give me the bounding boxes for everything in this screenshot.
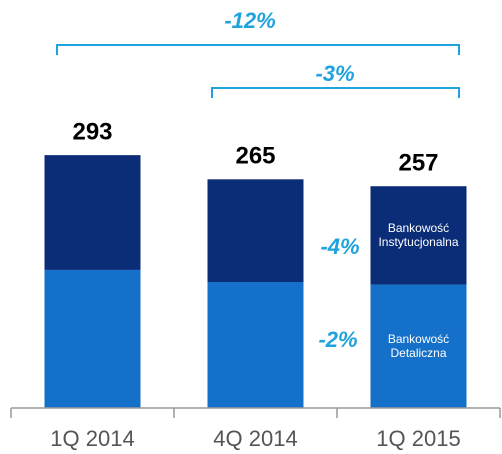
bar-segment bbox=[207, 179, 304, 283]
total-label: 257 bbox=[398, 150, 438, 177]
x-tick-label: 1Q 2015 bbox=[376, 426, 460, 451]
x-tick-label: 1Q 2014 bbox=[50, 426, 134, 451]
annotation: -12% bbox=[224, 8, 275, 33]
legend-label: Bankowość Detaliczna bbox=[387, 332, 450, 361]
x-tick-label: 4Q 2014 bbox=[213, 426, 297, 451]
bar-segment bbox=[44, 269, 141, 408]
annotation: -2% bbox=[318, 327, 357, 352]
total-label: 293 bbox=[72, 118, 112, 145]
bracket bbox=[56, 44, 460, 55]
bar-segment bbox=[207, 282, 304, 408]
annotation: -3% bbox=[315, 61, 354, 86]
bar-segment bbox=[370, 284, 467, 408]
bar-segment bbox=[370, 186, 467, 285]
legend-label: Bankowość Instytucjonalna bbox=[378, 221, 459, 250]
annotation: -4% bbox=[320, 234, 359, 259]
total-label: 265 bbox=[235, 143, 275, 170]
bar-segment bbox=[44, 155, 141, 270]
bracket bbox=[211, 87, 460, 98]
